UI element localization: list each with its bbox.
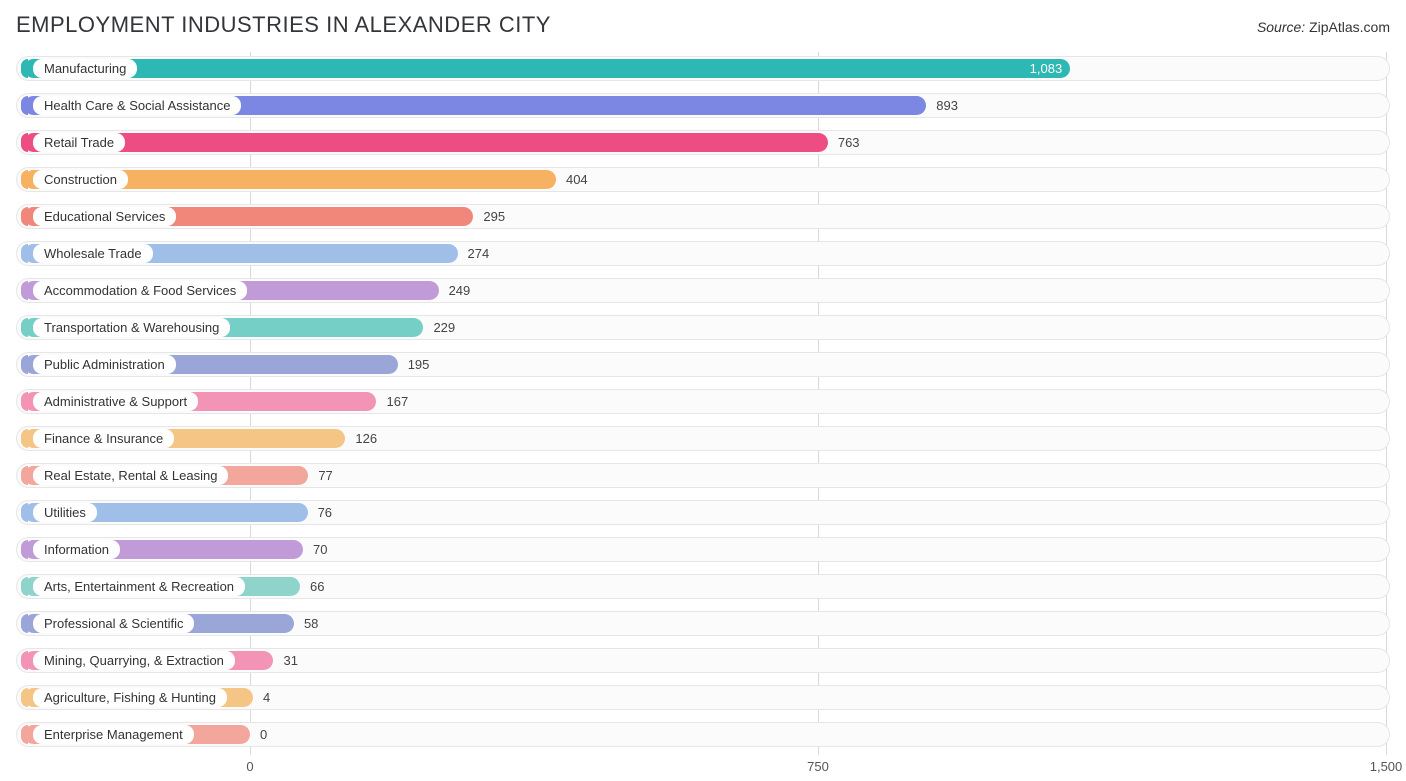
bar-cap: [21, 59, 28, 78]
value-label: 126: [355, 429, 377, 448]
bar-cap: [21, 207, 28, 226]
tick-label: 1,500: [1370, 759, 1403, 774]
bar-cap: [21, 96, 28, 115]
bar: [24, 59, 1070, 78]
value-label: 4: [263, 688, 270, 707]
value-label: 274: [468, 244, 490, 263]
bar-cap: [21, 688, 28, 707]
bar-row: Enterprise Management 0: [16, 718, 1390, 751]
bar-row: Public Administration 195: [16, 348, 1390, 381]
value-label: 167: [386, 392, 408, 411]
tick-label: 0: [246, 759, 253, 774]
category-label: Educational Services: [33, 207, 176, 226]
chart-title: EMPLOYMENT INDUSTRIES IN ALEXANDER CITY: [16, 12, 551, 38]
bar-row: Professional & Scientific 58: [16, 607, 1390, 640]
value-label: 249: [449, 281, 471, 300]
category-label: Construction: [33, 170, 128, 189]
bar-row: Finance & Insurance 126: [16, 422, 1390, 455]
bar: [24, 133, 828, 152]
bar-cap: [21, 244, 28, 263]
bar-row: Utilities 76: [16, 496, 1390, 529]
bar-cap: [21, 503, 28, 522]
bar-row: Retail Trade 763: [16, 126, 1390, 159]
tick-label: 750: [807, 759, 829, 774]
bar-cap: [21, 429, 28, 448]
category-label: Arts, Entertainment & Recreation: [33, 577, 245, 596]
value-label: 404: [566, 170, 588, 189]
category-label: Finance & Insurance: [33, 429, 174, 448]
bar-cap: [21, 577, 28, 596]
category-label: Information: [33, 540, 120, 559]
category-label: Administrative & Support: [33, 392, 198, 411]
category-label: Public Administration: [33, 355, 176, 374]
category-label: Manufacturing: [33, 59, 137, 78]
value-label: 0: [260, 725, 267, 744]
value-label: 893: [936, 96, 958, 115]
x-axis: 07501,500: [16, 755, 1390, 781]
category-label: Utilities: [33, 503, 97, 522]
source-value: ZipAtlas.com: [1309, 19, 1390, 35]
value-label: 195: [408, 355, 430, 374]
bar-row: Construction 404: [16, 163, 1390, 196]
value-label: 76: [318, 503, 332, 522]
bar-row: Transportation & Warehousing 229: [16, 311, 1390, 344]
category-label: Accommodation & Food Services: [33, 281, 247, 300]
bar-cap: [21, 392, 28, 411]
bar-cap: [21, 170, 28, 189]
bar-cap: [21, 355, 28, 374]
category-label: Mining, Quarrying, & Extraction: [33, 651, 235, 670]
value-label: 66: [310, 577, 324, 596]
bar-row: Wholesale Trade 274: [16, 237, 1390, 270]
bar-row: Agriculture, Fishing & Hunting 4: [16, 681, 1390, 714]
bar-row: Administrative & Support 167: [16, 385, 1390, 418]
chart-source: Source: ZipAtlas.com: [1257, 19, 1390, 35]
value-label: 77: [318, 466, 332, 485]
category-label: Enterprise Management: [33, 725, 194, 744]
bar-row: Accommodation & Food Services 249: [16, 274, 1390, 307]
bar-row: Educational Services 295: [16, 200, 1390, 233]
source-label: Source:: [1257, 19, 1305, 35]
bar-row: Health Care & Social Assistance 893: [16, 89, 1390, 122]
value-label: 1,083: [1030, 59, 1063, 78]
category-label: Wholesale Trade: [33, 244, 153, 263]
bar-cap: [21, 466, 28, 485]
category-label: Professional & Scientific: [33, 614, 194, 633]
bar-row: Arts, Entertainment & Recreation 66: [16, 570, 1390, 603]
bar-row: Real Estate, Rental & Leasing 77: [16, 459, 1390, 492]
category-label: Retail Trade: [33, 133, 125, 152]
bar-cap: [21, 318, 28, 337]
value-label: 31: [283, 651, 297, 670]
category-label: Health Care & Social Assistance: [33, 96, 241, 115]
bar-cap: [21, 614, 28, 633]
value-label: 70: [313, 540, 327, 559]
bar-cap: [21, 133, 28, 152]
bar-row: Information 70: [16, 533, 1390, 566]
chart-header: EMPLOYMENT INDUSTRIES IN ALEXANDER CITY …: [16, 12, 1390, 38]
value-label: 229: [433, 318, 455, 337]
bar-row: Mining, Quarrying, & Extraction 31: [16, 644, 1390, 677]
value-label: 58: [304, 614, 318, 633]
bar-cap: [21, 725, 28, 744]
chart-area: Manufacturing 1,083 Health Care & Social A…: [16, 52, 1390, 781]
bar-cap: [21, 651, 28, 670]
category-label: Transportation & Warehousing: [33, 318, 230, 337]
bar-row: Manufacturing 1,083: [16, 52, 1390, 85]
category-label: Real Estate, Rental & Leasing: [33, 466, 228, 485]
value-label: 763: [838, 133, 860, 152]
bar-cap: [21, 540, 28, 559]
value-label: 295: [483, 207, 505, 226]
category-label: Agriculture, Fishing & Hunting: [33, 688, 227, 707]
bar-cap: [21, 281, 28, 300]
